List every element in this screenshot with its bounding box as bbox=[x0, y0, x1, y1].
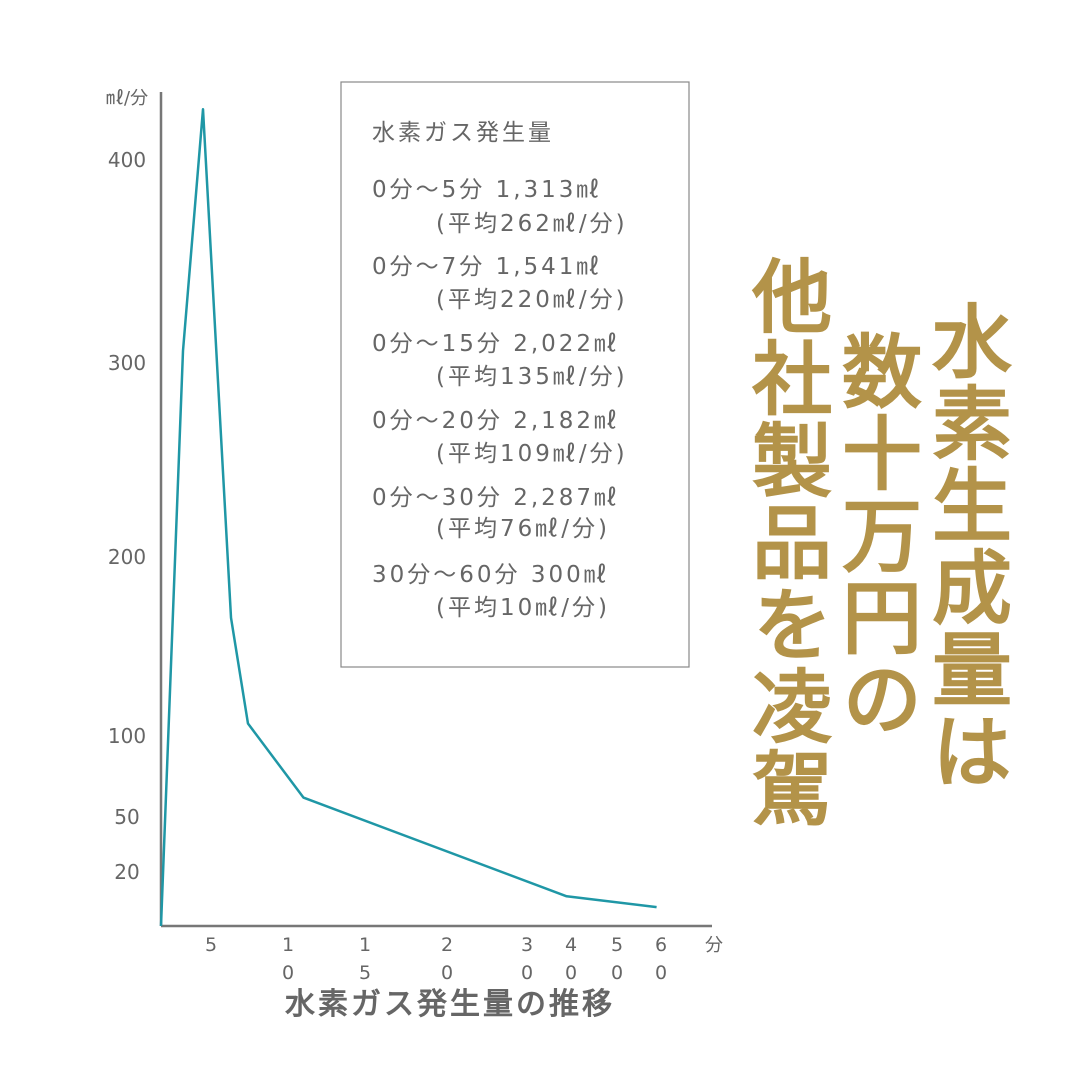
x-unit: 分 bbox=[705, 935, 723, 956]
info-box bbox=[340, 81, 690, 668]
info-average: (平均135㎖/分) bbox=[436, 364, 628, 390]
x-tick-label: 5 bbox=[205, 934, 217, 956]
info-average: (平均109㎖/分) bbox=[436, 441, 628, 467]
y-tick-label: 300 bbox=[108, 351, 146, 375]
y-unit: ㎖/分 bbox=[106, 88, 148, 109]
y-tick-label: 100 bbox=[108, 724, 146, 748]
y-tick-label: 50 bbox=[114, 805, 139, 829]
info-range: 0分～5分 1,313㎖ bbox=[372, 177, 602, 203]
data-line bbox=[159, 108, 657, 927]
info-range: 0分～30分 2,287㎖ bbox=[372, 485, 620, 511]
info-average: (平均10㎖/分) bbox=[436, 595, 610, 621]
chart-title: 水素ガス発生量の推移 bbox=[284, 987, 615, 1022]
info-title: 水素ガス発生量 bbox=[372, 120, 554, 146]
info-range: 0分～7分 1,541㎖ bbox=[372, 254, 602, 280]
y-tick-label: 20 bbox=[114, 860, 139, 884]
info-average: (平均220㎖/分) bbox=[436, 287, 628, 313]
headline-column: 水素生成量は bbox=[919, 300, 1012, 792]
info-average: (平均262㎖/分) bbox=[436, 211, 628, 237]
y-tick-label: 400 bbox=[108, 148, 146, 172]
info-average: (平均76㎖/分) bbox=[436, 516, 610, 542]
headline-column: 数十万円の bbox=[829, 330, 922, 740]
headline-column: 他社製品を凌駕 bbox=[739, 255, 832, 829]
y-tick-label: 200 bbox=[108, 545, 146, 569]
info-range: 30分～60分 300㎖ bbox=[372, 562, 610, 588]
info-range: 0分～15分 2,022㎖ bbox=[372, 331, 620, 357]
info-range: 0分～20分 2,182㎖ bbox=[372, 408, 620, 434]
